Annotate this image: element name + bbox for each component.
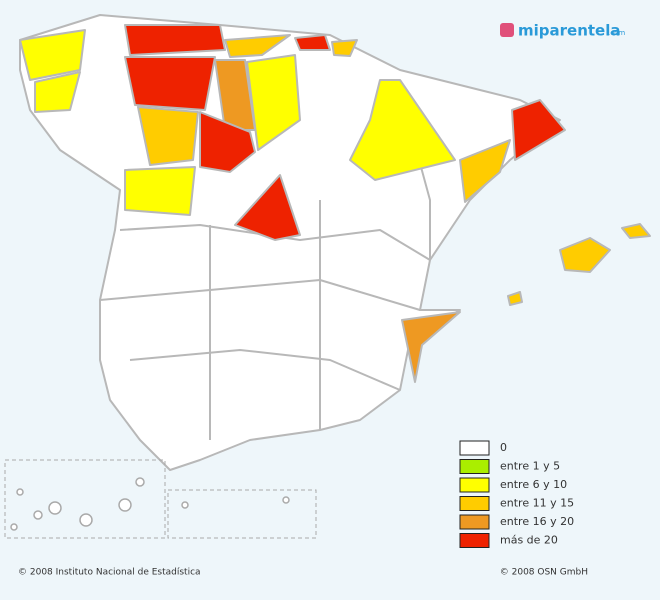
legend-swatch [459,477,490,493]
legend-label: 0 [500,441,507,454]
legend-swatch [459,514,490,530]
legend-label: entre 1 y 5 [500,460,560,473]
logo[interactable]: miparentela .com [500,22,625,40]
spain-map [4,14,651,539]
legend-label: entre 11 y 15 [500,497,574,510]
legend-label: entre 16 y 20 [500,515,574,528]
legend: 0 entre 1 y 5 entre 6 y 10 entre 11 y 15 ent… [459,440,574,548]
legend-swatch [459,496,490,511]
logo-suffix: .com [608,29,625,37]
legend-swatch [459,533,490,548]
legend-label: entre 6 y 10 [500,478,567,491]
logo-name[interactable]: miparentela [518,22,621,40]
footer-left: © 2008 Instituto Nacional de Estadística [18,568,201,578]
legend-swatch [459,440,490,456]
footer-right: © 2008 OSN GmbH [500,568,588,578]
legend-swatch [459,459,490,474]
legend-label: más de 20 [500,534,558,547]
